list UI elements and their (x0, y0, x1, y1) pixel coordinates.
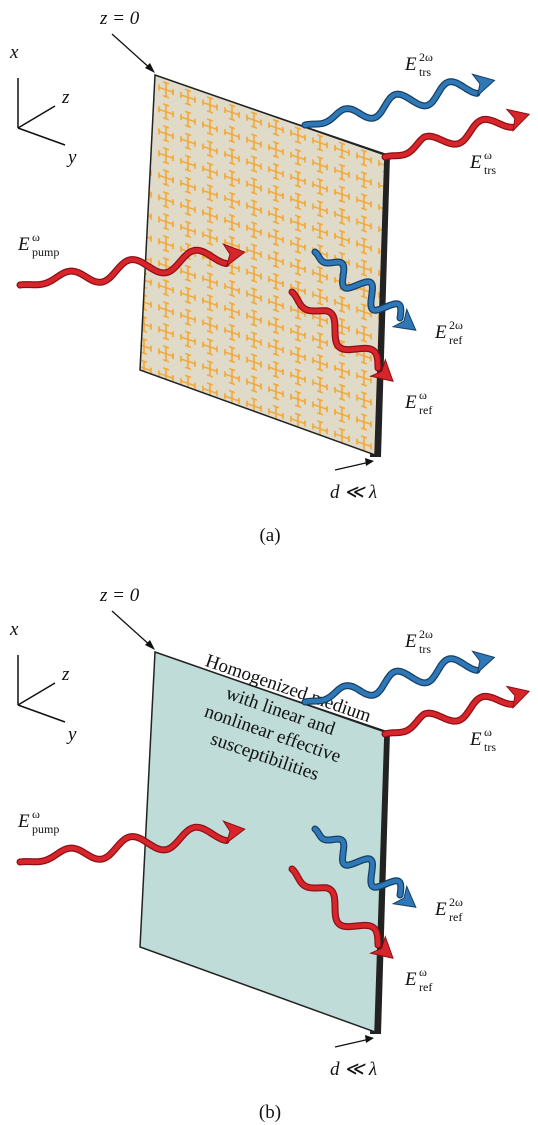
label-sub: ref (419, 980, 432, 994)
wave (302, 656, 480, 705)
thickness-arrow (334, 461, 371, 471)
label-base: E (404, 631, 417, 652)
plane-label: z = 0 (99, 8, 140, 29)
pointer-head (145, 640, 155, 650)
label-base: E (404, 54, 417, 75)
wave (17, 247, 229, 288)
arrow-head (369, 935, 394, 959)
label-sup: ω (32, 807, 40, 821)
thickness-label: d ≪ λ (330, 1059, 377, 1080)
plane-label: z = 0 (99, 585, 140, 606)
wave (289, 866, 381, 948)
wave (302, 79, 480, 128)
arrow-head (369, 358, 394, 382)
label-sub: ref (419, 403, 432, 417)
label-sup: ω (419, 965, 427, 979)
arrow-head (505, 108, 531, 132)
label-sub: trs (419, 642, 431, 656)
wave (382, 117, 515, 160)
slab (139, 73, 386, 457)
axis-line (17, 704, 66, 723)
arrow-head (391, 884, 417, 908)
wave-shadow (381, 115, 516, 161)
label-sup: ω (484, 148, 492, 162)
axis-line (17, 682, 56, 706)
label-base: E (17, 811, 30, 832)
slab (139, 650, 386, 1034)
label-sub: ref (449, 333, 462, 347)
panel-label: (a) (259, 525, 280, 546)
wave (17, 824, 229, 865)
wave (312, 249, 404, 321)
wave (382, 694, 515, 737)
axis-label: y (66, 724, 77, 745)
label-sup: ω (32, 230, 40, 244)
label-sub: pump (32, 822, 59, 836)
axis-label: x (9, 619, 19, 640)
label-sub: ref (449, 910, 462, 924)
label-sub: trs (484, 740, 496, 754)
arrow-head (222, 820, 246, 845)
panel-label: (b) (259, 1102, 281, 1123)
pointer (111, 610, 153, 648)
label-base: E (404, 969, 417, 990)
wave (312, 826, 404, 898)
pointer (111, 33, 153, 71)
label-sub: trs (484, 163, 496, 177)
label-base: E (404, 392, 417, 413)
label-sup: 2ω (449, 318, 463, 332)
label-sup: ω (419, 388, 427, 402)
arrow-head (471, 650, 496, 675)
pointer-head (145, 63, 155, 73)
arrow-head (222, 243, 246, 268)
label-base: E (469, 152, 482, 173)
label-sup: 2ω (419, 50, 433, 64)
thickness-head (365, 458, 374, 466)
axis-label: z (61, 664, 70, 685)
label-base: E (469, 729, 482, 750)
thickness-label: d ≪ λ (330, 482, 377, 503)
thickness-arrow (334, 1038, 371, 1048)
thickness-head (365, 1035, 374, 1043)
label-base: E (434, 322, 447, 343)
axis-label: y (66, 147, 77, 168)
label-sup: 2ω (419, 627, 433, 641)
arrow-head (505, 685, 531, 709)
arrow-head (391, 307, 417, 331)
axis-label: x (9, 42, 19, 63)
wave (289, 289, 381, 371)
wave-shadow (381, 692, 516, 738)
label-base: E (17, 234, 30, 255)
arrow-head (471, 73, 496, 98)
label-sub: pump (32, 245, 59, 259)
label-sup: ω (484, 725, 492, 739)
label-sub: trs (419, 65, 431, 79)
axis-line (17, 105, 56, 129)
label-sup: 2ω (449, 895, 463, 909)
label-base: E (434, 899, 447, 920)
axis-line (17, 127, 66, 146)
axis-label: z (61, 87, 70, 108)
